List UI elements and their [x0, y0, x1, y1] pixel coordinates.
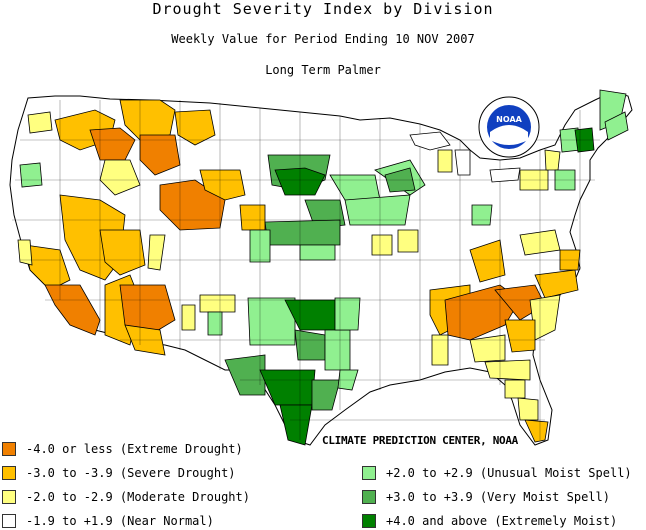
legend-swatch: [362, 514, 376, 528]
region-unusual-moist: [247, 297, 296, 346]
region-moderate-drought: [199, 294, 236, 313]
region-moderate-drought: [484, 359, 531, 381]
region-severe-drought: [239, 204, 266, 231]
region-extremely-moist: [574, 127, 595, 153]
legend-item: -3.0 to -3.9 (Severe Drought): [2, 465, 236, 481]
legend-label: +4.0 and above (Extremely Moist): [386, 514, 618, 528]
region-moderate-drought: [147, 234, 166, 271]
region-moderate-drought: [397, 229, 419, 253]
region-very-moist: [224, 354, 266, 396]
region-very-moist: [294, 329, 326, 361]
legend-item: +3.0 to +3.9 (Very Moist Spell): [362, 489, 610, 505]
legend-label: -1.9 to +1.9 (Near Normal): [26, 514, 214, 528]
region-severe-drought: [124, 324, 166, 356]
region-unusual-moist: [299, 244, 336, 261]
legend-swatch: [2, 514, 16, 528]
region-unusual-moist: [344, 194, 411, 226]
region-extreme-drought: [159, 179, 226, 231]
noaa-logo-text: NOAA: [496, 115, 522, 124]
legend-item: -4.0 or less (Extreme Drought): [2, 441, 243, 457]
region-extremely-moist: [274, 167, 326, 196]
index-name: Long Term Palmer: [265, 63, 381, 77]
region-moderate-drought: [504, 379, 526, 399]
region-extremely-moist: [279, 404, 313, 446]
region-severe-drought: [524, 419, 549, 443]
legend-swatch: [2, 442, 16, 456]
region-severe-drought: [174, 109, 216, 146]
region-very-moist: [311, 379, 341, 411]
map-subtitle: Weekly Value for Period Ending 10 NOV 20…: [171, 32, 475, 46]
region-unusual-moist: [19, 162, 43, 188]
legend-item: +2.0 to +2.9 (Unusual Moist Spell): [362, 465, 632, 481]
region-moderate-drought: [17, 239, 33, 266]
legend-label: -4.0 or less (Extreme Drought): [26, 442, 243, 456]
region-moderate-drought: [469, 334, 506, 363]
region-extremely-moist: [259, 369, 316, 406]
region-unusual-moist: [471, 204, 493, 226]
region-extreme-drought: [44, 284, 101, 336]
region-moderate-drought: [27, 111, 53, 134]
legend-swatch: [362, 490, 376, 504]
region-severe-drought: [504, 319, 536, 353]
us-climate-division-map: [9, 89, 633, 446]
great-lakes: [409, 131, 521, 183]
noaa-logo: NOAA: [478, 96, 540, 158]
region-very-moist: [384, 167, 416, 193]
region-extreme-drought: [139, 134, 181, 176]
region-unusual-moist: [334, 297, 361, 331]
legend-item: -2.0 to -2.9 (Moderate Drought): [2, 489, 250, 505]
legend-item: +4.0 and above (Extremely Moist): [362, 513, 617, 529]
legend-swatch: [362, 466, 376, 480]
region-severe-drought: [559, 249, 581, 271]
region-moderate-drought: [544, 149, 561, 171]
legend-swatch: [2, 490, 16, 504]
region-unusual-moist: [249, 229, 271, 263]
legend-label: -3.0 to -3.9 (Severe Drought): [26, 466, 236, 480]
legend-label: +2.0 to +2.9 (Unusual Moist Spell): [386, 466, 632, 480]
legend-label: +3.0 to +3.9 (Very Moist Spell): [386, 490, 610, 504]
credit-text: CLIMATE PREDICTION CENTER, NOAA: [322, 434, 518, 447]
region-moderate-drought: [519, 229, 561, 256]
region-severe-drought: [534, 269, 579, 299]
region-moderate-drought: [519, 169, 549, 191]
region-unusual-moist: [337, 369, 359, 391]
legend-label: -2.0 to -2.9 (Moderate Drought): [26, 490, 250, 504]
legend-swatch: [2, 466, 16, 480]
region-moderate-drought: [371, 234, 393, 256]
region-severe-drought: [469, 239, 506, 283]
region-unusual-moist: [324, 329, 351, 371]
region-extreme-drought: [119, 284, 176, 336]
region-moderate-drought: [431, 334, 449, 366]
region-extreme-drought: [89, 127, 136, 161]
region-severe-drought: [199, 169, 246, 201]
map-title: Drought Severity Index by Division: [152, 0, 494, 18]
region-severe-drought: [99, 229, 146, 276]
region-unusual-moist: [604, 111, 629, 141]
region-unusual-moist: [554, 169, 576, 191]
region-unusual-moist: [207, 311, 223, 336]
region-moderate-drought: [517, 397, 539, 421]
region-moderate-drought: [99, 159, 141, 196]
region-very-moist: [264, 219, 341, 246]
legend-item: -1.9 to +1.9 (Near Normal): [2, 513, 214, 529]
region-moderate-drought: [437, 149, 453, 173]
region-moderate-drought: [181, 304, 196, 331]
